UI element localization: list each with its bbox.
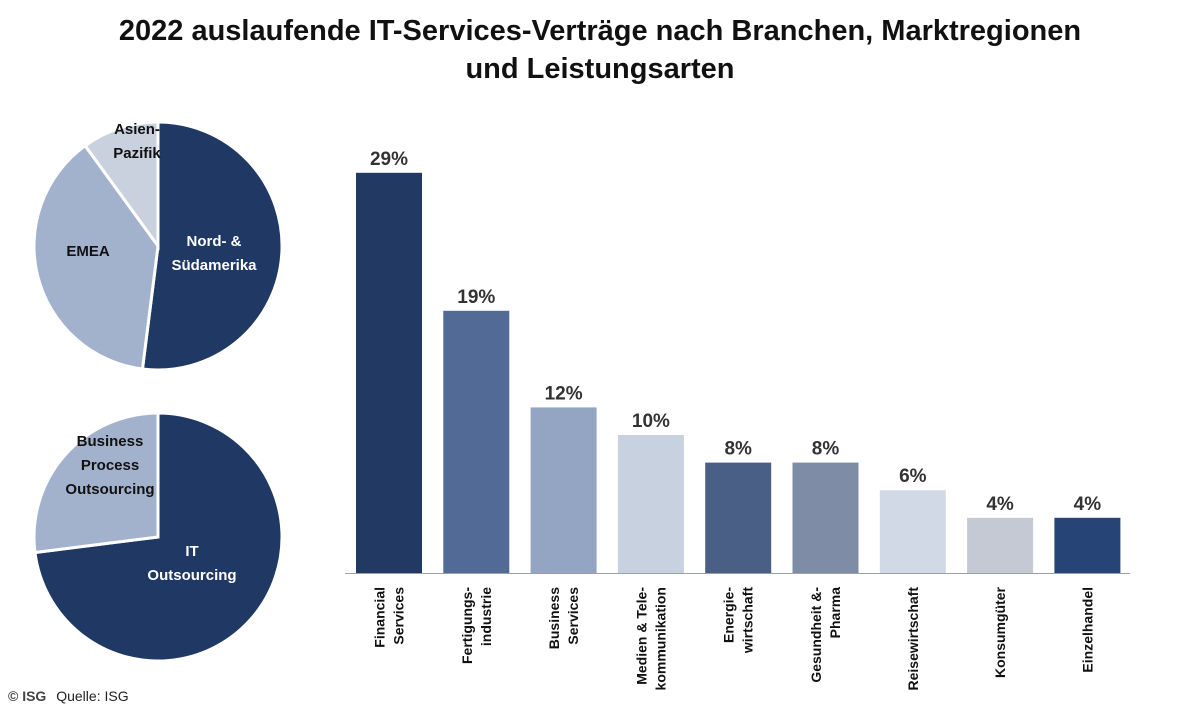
bar-3: [617, 435, 684, 573]
bar-category-label-5: Gesundheit &- Pharma: [808, 587, 843, 683]
pie-label-0-2: Asien-Pazifik: [113, 121, 161, 162]
bar-value-label-6: 6%: [899, 466, 927, 487]
pie-label-1-0: IT Outsourcing: [147, 543, 236, 584]
bar-4: [705, 462, 772, 573]
bar-8: [1054, 517, 1121, 573]
bar-category-line-1-0: Fertigungs-: [459, 587, 475, 664]
bar-category-label-4: Energie-wirtschaft: [721, 587, 756, 654]
bar-category-line-2-0: Business: [546, 587, 562, 649]
pie-slice-0-0: [140, 120, 284, 372]
bar-value-label-8: 4%: [1074, 494, 1102, 515]
bar-category-line-3-0: Medien & Tele-: [633, 587, 649, 685]
bar-chart-branches: 29%Financial Services19%Fertigungs-indust…: [345, 149, 1130, 691]
bar-value-label-4: 8%: [724, 439, 752, 460]
bar-category-label-8: Einzelhandel: [1079, 587, 1095, 673]
pie-chart-services: IT Outsourcing Business Process Outsourcing: [32, 411, 284, 663]
bar-0: [356, 172, 422, 574]
bar-value-label-0: 29%: [370, 149, 408, 170]
chart-title-line-1: 2022 auslaufende IT-Services-Verträge na…: [118, 15, 1082, 47]
chart-title: 2022 auslaufende IT-Services-Verträge na…: [0, 12, 1200, 88]
bar-value-label-5: 8%: [812, 439, 840, 460]
bar-category-label-3: Medien & Tele-kommunikation: [633, 587, 668, 691]
bar-value-label-7: 4%: [986, 494, 1014, 515]
pie-label-0-1: EMEA: [66, 243, 110, 260]
bar-value-label-1: 19%: [457, 287, 495, 308]
bar-category-label-7: Konsumgüter: [992, 586, 1008, 678]
bar-category-line-8-0: Einzelhandel: [1079, 587, 1095, 673]
bar-category-line-5-1: Pharma: [827, 587, 843, 639]
bar-category-line-0-1: Services: [391, 587, 407, 645]
bar-category-label-2: Business Services: [546, 587, 581, 649]
bar-1: [443, 310, 510, 573]
bar-category-line-6-0: Reisewirtschaft: [905, 587, 921, 691]
bar-category-line-7-0: Konsumgüter: [992, 586, 1008, 678]
pie-label-1-1: Business Process Outsourcing: [65, 433, 154, 498]
pie-chart-regions: Nord- & Südamerika EMEA Asien-Pazifik: [32, 120, 284, 372]
chart-title-line-2: und Leistungsarten: [465, 53, 735, 85]
bar-2: [530, 407, 597, 573]
bar-category-line-3-1: kommunikation: [652, 587, 668, 690]
bar-category-line-5-0: Gesundheit &-: [808, 587, 824, 683]
bar-7: [967, 517, 1034, 573]
bar-category-line-4-1: wirtschaft: [740, 587, 756, 654]
bar-category-label-6: Reisewirtschaft: [905, 587, 921, 691]
bar-category-label-0: Financial Services: [372, 587, 407, 648]
pie-label-0-0: Nord- & Südamerika: [171, 233, 257, 274]
bar-category-label-1: Fertigungs-industrie: [459, 587, 494, 664]
bar-6: [879, 490, 946, 573]
source-label: Quelle: ISG: [56, 688, 129, 704]
copyright-label: © ISG: [8, 688, 47, 704]
pie-slice-0-2: [83, 120, 160, 251]
footer: © ISG Quelle: ISG: [8, 688, 129, 704]
bar-category-line-2-1: Services: [565, 587, 581, 645]
pie-slice-1-1: [32, 411, 160, 555]
pie-slice-0-1: [32, 143, 160, 371]
bar-5: [792, 462, 859, 573]
bar-category-line-4-0: Energie-: [721, 587, 737, 643]
bar-category-line-0-0: Financial: [372, 587, 388, 648]
bar-value-label-3: 10%: [632, 411, 670, 432]
bar-category-line-1-1: industrie: [478, 587, 494, 646]
bar-value-label-2: 12%: [545, 383, 583, 404]
